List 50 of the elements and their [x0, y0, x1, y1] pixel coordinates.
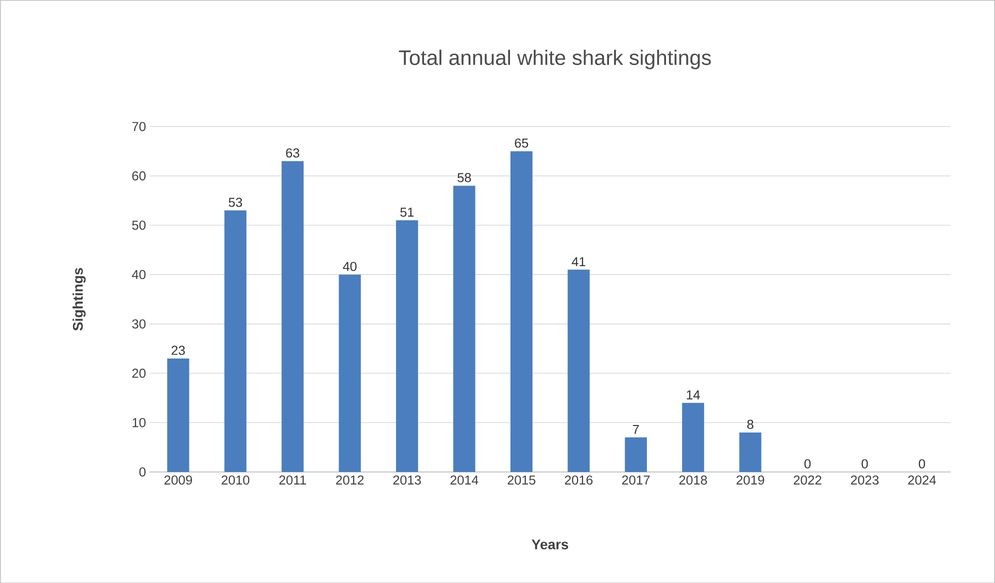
chart-title: Total annual white shark sightings: [398, 49, 711, 69]
y-tick-label: 40: [132, 270, 146, 279]
x-tick-label: 2024: [908, 475, 936, 484]
x-tick-label: 2014: [450, 475, 478, 484]
data-label: 40: [342, 262, 357, 271]
y-tick-label: 70: [132, 122, 146, 131]
y-tick-label: 0: [139, 467, 146, 476]
y-tick-label: 20: [132, 368, 146, 378]
data-label: 65: [514, 138, 528, 148]
data-label: 23: [172, 346, 185, 355]
x-tick-label: 2015: [508, 475, 536, 484]
x-tick-label: 2023: [850, 475, 879, 484]
x-tick-label: 2022: [794, 475, 822, 484]
bar: [338, 274, 361, 472]
x-tick-label: 2017: [622, 475, 650, 484]
y-tick-label: 60: [132, 171, 146, 180]
data-label: 0: [862, 459, 868, 468]
x-tick-label: 2018: [679, 475, 707, 484]
x-tick-label: 2012: [336, 475, 364, 484]
data-label: 0: [804, 459, 811, 468]
x-tick-label: 2013: [393, 475, 421, 484]
y-tick-label: 10: [132, 418, 146, 427]
bar: [282, 160, 304, 472]
bar: [396, 220, 418, 472]
bar: [510, 150, 532, 472]
bar: [568, 269, 590, 472]
data-label: 63: [286, 148, 300, 158]
x-tick-label: 2009: [164, 475, 192, 484]
x-tick-label: 2016: [564, 475, 593, 484]
data-label: 0: [918, 459, 926, 468]
y-axis-title: Sightings: [72, 268, 86, 330]
y-tick-label: 30: [132, 319, 146, 328]
data-label: 8: [747, 420, 754, 429]
data-label: 14: [686, 390, 700, 400]
data-label: 53: [228, 197, 242, 207]
x-tick-label: 2010: [222, 475, 250, 484]
x-tick-label: 2019: [736, 475, 764, 484]
data-label: 7: [632, 424, 639, 434]
bar: [624, 437, 647, 472]
x-tick-label: 2011: [279, 475, 306, 484]
data-label: 41: [572, 256, 586, 266]
bar: [739, 432, 762, 472]
data-label: 51: [400, 207, 414, 217]
bar: [682, 402, 704, 472]
y-tick-label: 50: [132, 220, 146, 230]
bar: [167, 358, 190, 472]
x-axis-title: Years: [532, 539, 568, 550]
bar: [224, 210, 246, 472]
data-label: 58: [458, 172, 471, 182]
bar: [453, 186, 476, 472]
